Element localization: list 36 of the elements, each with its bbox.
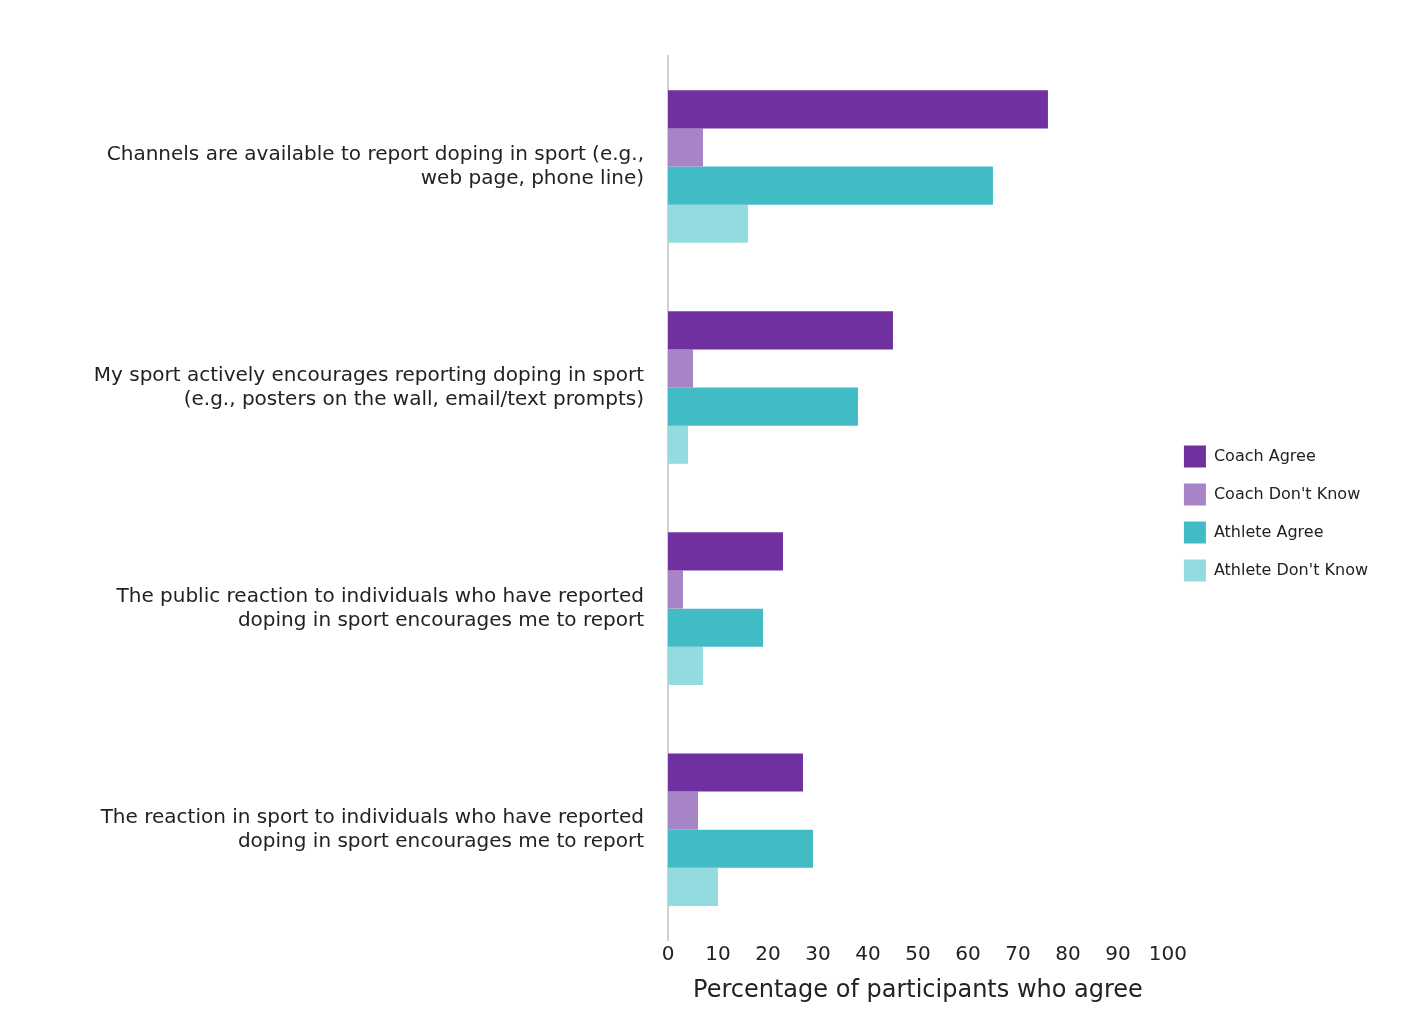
bar <box>668 867 718 906</box>
bar <box>668 570 683 609</box>
bar <box>668 128 703 167</box>
y-tick-label: Channels are available to report doping in sport (e.g., web page, phone line) <box>106 140 644 189</box>
bar <box>668 425 688 464</box>
x-tick-label: 40 <box>855 941 881 966</box>
x-tick-label: 50 <box>905 941 931 966</box>
bar <box>668 349 693 388</box>
bar <box>668 204 748 243</box>
bar <box>668 608 763 647</box>
x-tick-label: 10 <box>705 941 731 966</box>
bar <box>668 829 813 868</box>
bar <box>668 532 783 571</box>
bar <box>668 387 858 426</box>
y-tick-label: My sport actively encourages reporting doping in sport (e.g., posters on the wall, email/text prompts) <box>93 361 645 410</box>
bar <box>668 791 698 830</box>
legend-label: Athlete Don't Know <box>1213 559 1369 579</box>
bar <box>668 90 1048 129</box>
x-axis-title: Percentage of participants who agree <box>693 974 1143 1003</box>
x-tick-label: 20 <box>755 941 781 966</box>
x-tick-label: 30 <box>805 941 831 966</box>
legend-label: Coach Don't Know <box>1213 483 1361 503</box>
legend-label: Coach Agree <box>1213 445 1316 465</box>
bar <box>668 311 893 350</box>
legend-label: Athlete Agree <box>1213 521 1324 541</box>
bar <box>668 646 703 685</box>
x-tick-label: 60 <box>955 941 981 966</box>
x-tick-label: 0 <box>661 941 675 966</box>
y-tick-label: The public reaction to individuals who have reported doping in sport encourages me to report <box>115 582 645 631</box>
bar <box>668 166 993 205</box>
y-tick-label: The reaction in sport to individuals who have reported doping in sport encourages me to report <box>99 803 645 852</box>
x-tick-label: 90 <box>1105 941 1131 966</box>
x-tick-label: 80 <box>1055 941 1081 966</box>
bar <box>668 753 803 792</box>
x-tick-label: 70 <box>1005 941 1031 966</box>
x-tick-label: 100 <box>1148 941 1188 966</box>
